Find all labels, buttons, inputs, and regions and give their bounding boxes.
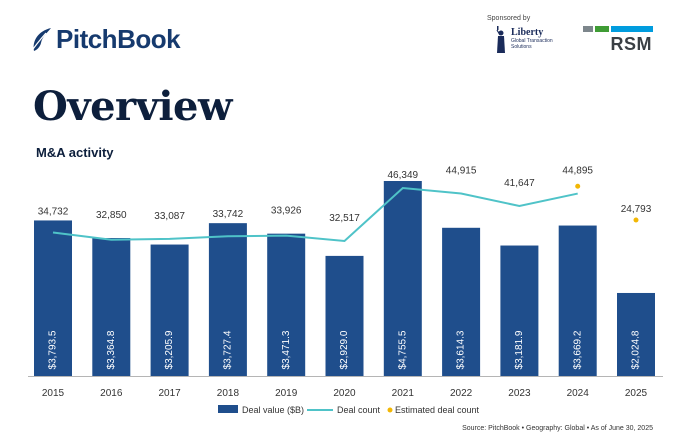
statue-of-liberty-icon: [496, 26, 505, 53]
bar-2022: [442, 227, 481, 376]
legend-swatch-deal-value: [218, 405, 238, 413]
x-tick-label-2024: 2024: [567, 388, 590, 399]
legend-label-deal-value: Deal value ($B): [242, 405, 304, 415]
bar-value-label-2024: $3,669.2: [572, 330, 583, 369]
x-tick-label-2020: 2020: [333, 388, 356, 399]
bar-value-label-2025: $2,024.8: [631, 330, 642, 369]
x-tick-label-2022: 2022: [450, 388, 473, 399]
deal-count-label-2024: 44,895: [562, 166, 593, 177]
deal-count-label-2016: 32,850: [96, 210, 127, 221]
brand-name: PitchBook: [56, 24, 181, 54]
legend-label-estimated: Estimated deal count: [395, 405, 480, 415]
bar-2016: [92, 238, 131, 376]
x-tick-label-2015: 2015: [42, 388, 65, 399]
bar-value-label-2016: $3,364.8: [106, 330, 117, 369]
pitchbook-logo: PitchBook: [30, 24, 181, 55]
x-tick-label-2025: 2025: [625, 388, 648, 399]
estimated-deal-count-point-2024: [575, 183, 581, 189]
x-tick-label-2023: 2023: [508, 388, 531, 399]
bar-2017: [150, 244, 189, 376]
bar-2023: [500, 245, 539, 376]
deal-count-label-2019: 33,926: [271, 206, 302, 217]
x-tick-label-2019: 2019: [275, 388, 298, 399]
legend-swatch-estimated: [387, 407, 393, 413]
bar-value-label-2017: $3,205.9: [164, 330, 175, 369]
bar-value-label-2021: $4,755.5: [397, 330, 408, 369]
deal-count-label-2021: 46,349: [388, 170, 419, 181]
pitchbook-leaf-icon: [30, 27, 51, 52]
bar-2018: [208, 223, 247, 376]
x-tick-label-2021: 2021: [392, 388, 415, 399]
deal-count-label-2022: 44,915: [446, 165, 477, 176]
bar-value-label-2019: $3,471.3: [281, 330, 292, 369]
deal-count-label-2018: 33,742: [213, 209, 244, 220]
deal-count-label-2023: 41,647: [504, 178, 535, 189]
bar-2019: [267, 233, 306, 376]
bar-2024: [558, 225, 597, 376]
bar-value-label-2023: $3,181.9: [514, 330, 525, 369]
bar-value-label-2020: $2,929.0: [339, 330, 350, 369]
bar-2020: [325, 255, 364, 376]
bar-2025: [617, 292, 655, 376]
estimated-deal-count-point-2025: [633, 217, 639, 223]
x-tick-label-2018: 2018: [217, 388, 240, 399]
deal-count-label-2015: 34,732: [38, 206, 69, 217]
source-note: Source: PitchBook • Geography: Global • …: [462, 425, 653, 432]
liberty-subtitle: Global Transaction Solutions: [511, 38, 553, 50]
deal-count-label-2017: 33,087: [154, 211, 185, 222]
bar-value-label-2018: $3,727.4: [223, 330, 234, 369]
estimated-deal-count-label-2025: 24,793: [621, 204, 652, 215]
rsm-name: RSM: [610, 34, 652, 54]
bar-2015: [34, 220, 72, 376]
deal-count-label-2020: 32,517: [329, 213, 360, 224]
rsm-color-bars-icon: [583, 26, 653, 32]
page-title: Overview: [33, 83, 232, 130]
bar-value-label-2022: $3,614.3: [456, 330, 467, 369]
legend-label-deal-count: Deal count: [337, 405, 381, 415]
sponsored-by-label: Sponsored by: [487, 15, 531, 22]
rsm-logo: RSM: [583, 26, 653, 54]
x-tick-label-2016: 2016: [100, 388, 123, 399]
x-tick-label-2017: 2017: [158, 388, 181, 399]
bar-2021: [383, 181, 422, 376]
deal-count-line: [52, 186, 578, 243]
liberty-logo: Liberty Global Transaction Solutions: [494, 26, 564, 56]
bar-value-label-2015: $3,793.5: [48, 330, 59, 369]
chart-subtitle: M&A activity: [36, 145, 114, 160]
liberty-name: Liberty: [511, 27, 544, 38]
